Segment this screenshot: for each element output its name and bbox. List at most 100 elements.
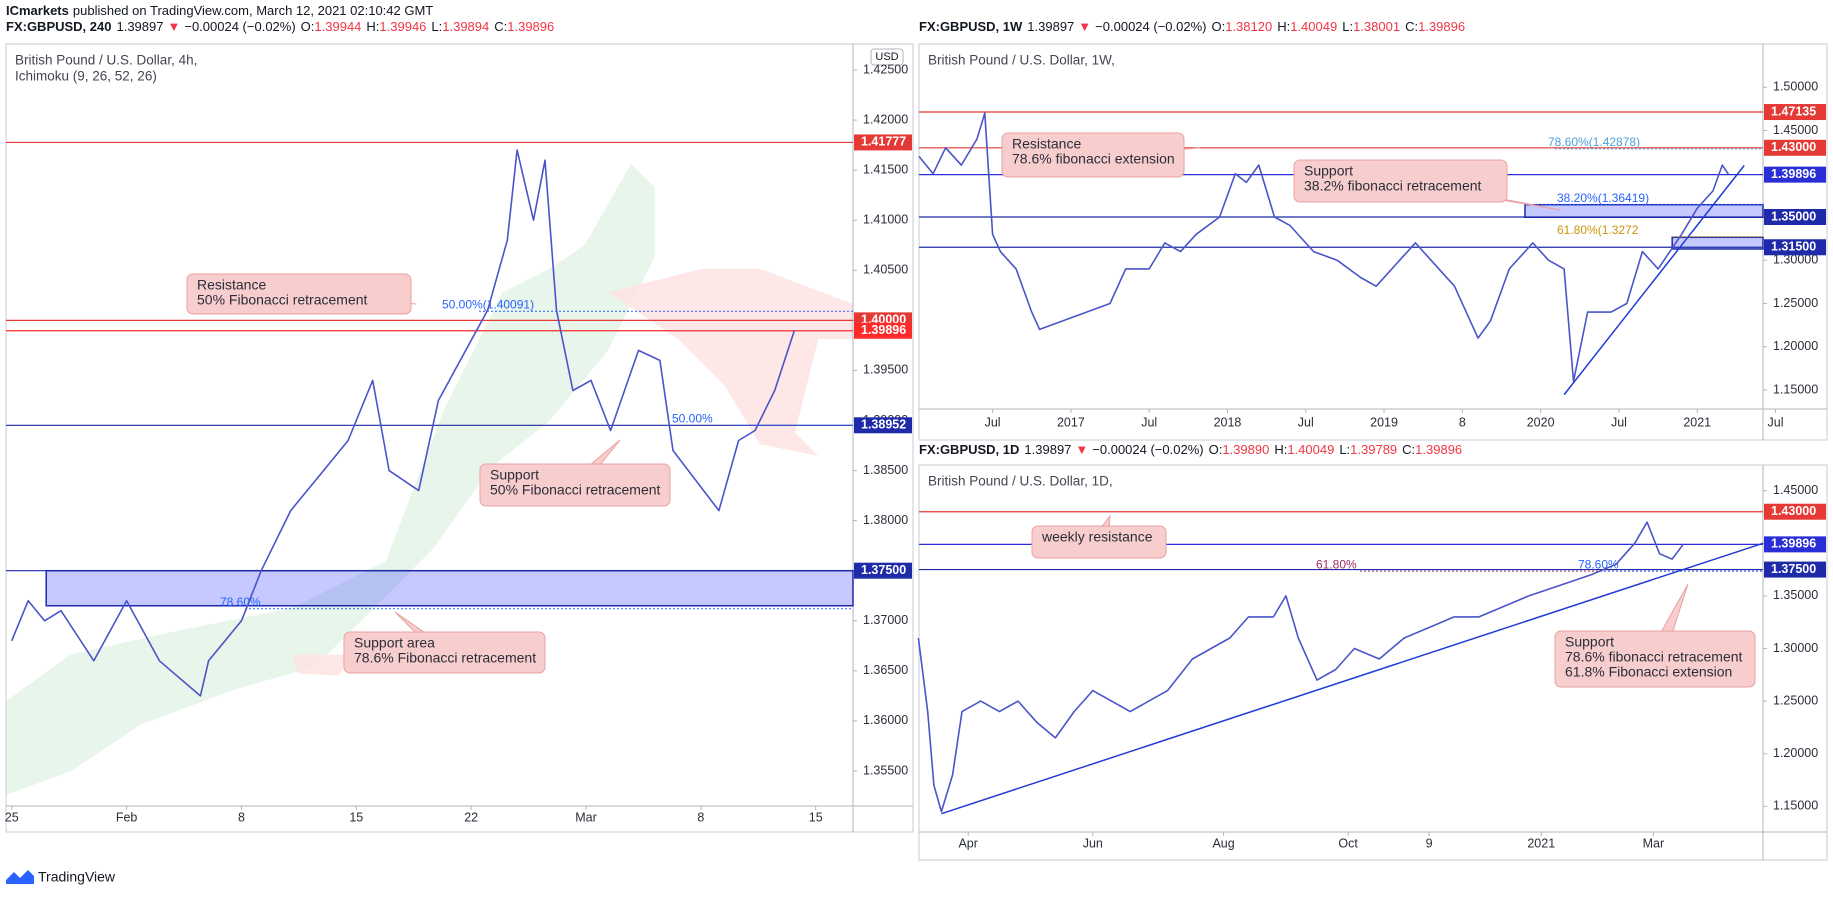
x-tick-label: 15 (809, 810, 823, 824)
last-price: 1.39897 (1027, 19, 1074, 34)
level-label: 1.43000 (1771, 140, 1816, 154)
annotation-text: Resistance (1012, 136, 1081, 152)
y-tick-label: 1.45000 (1773, 483, 1818, 497)
x-tick-label: 8 (238, 810, 245, 824)
x-tick-label: 8 (1459, 415, 1466, 429)
chart-title: British Pound / U.S. Dollar, 1W, (928, 53, 1115, 68)
level-label: 1.43000 (1771, 504, 1816, 518)
symbol-header: FX:GBPUSD, 240 1.39897 ▼ −0.00024 (−0.02%) O… (6, 19, 554, 34)
annotation-box (1554, 630, 1756, 688)
price-line (917, 521, 1684, 813)
currency-badge (870, 48, 904, 66)
level-badge (1764, 104, 1826, 121)
level-badge (1764, 139, 1826, 156)
publisher: ICmarkets (6, 3, 69, 18)
y-tick-label: 1.42500 (863, 62, 908, 76)
y-tick-label: 1.38000 (863, 513, 908, 527)
y-tick-label: 1.40500 (863, 263, 908, 277)
level-badge (1764, 166, 1826, 183)
annotation-box (343, 631, 546, 674)
ohlc-label: O: (1209, 442, 1223, 457)
annotation-box (186, 273, 412, 315)
level-badge (854, 322, 912, 339)
x-tick-label: Apr (958, 836, 977, 850)
annotation-text: Support area (354, 635, 435, 651)
direction: ▼ (1075, 442, 1088, 457)
y-tick-label: 1.35500 (863, 763, 908, 777)
annotation-box (1293, 159, 1508, 203)
y-tick-label: 1.25000 (1773, 693, 1818, 707)
level-label: 1.41777 (861, 135, 906, 149)
published: published on TradingView.com, March 12, … (73, 3, 433, 18)
x-tick-label: 2021 (1683, 415, 1711, 429)
x-tick-label: Jul (1141, 415, 1157, 429)
level-badge (1764, 239, 1826, 256)
y-tick-label: 1.41500 (863, 162, 908, 176)
y-tick-label: 1.36500 (863, 663, 908, 677)
ohlc-label: C: (494, 19, 507, 34)
ohlc-value: 1.39894 (442, 19, 489, 34)
y-tick-label: 1.37000 (863, 613, 908, 627)
annotation-text: 50% Fibonacci retracement (490, 482, 661, 498)
y-tick-label: 1.20000 (1773, 339, 1818, 353)
y-tick-label: 1.15000 (1773, 382, 1818, 396)
x-tick-label: Jul (1611, 415, 1627, 429)
annotation-text: 78.6% fibonacci retracement (1565, 649, 1743, 665)
fib-label: 50.00% (672, 411, 713, 425)
fib-label: 38.20%(1.36419) (1557, 191, 1649, 205)
annotation-text: Resistance (197, 277, 266, 293)
x-tick-label: 2017 (1057, 415, 1085, 429)
x-tick-label: 2018 (1214, 415, 1242, 429)
ohlc-label: L: (431, 19, 442, 34)
x-tick-label: Aug (1212, 836, 1234, 850)
brand: TradingView (38, 869, 116, 885)
annotation-text: Support (1565, 634, 1614, 650)
fib-label: 78.60% (1578, 557, 1619, 571)
annotation-box (1001, 132, 1185, 178)
y-tick-label: 1.45000 (1773, 123, 1818, 137)
level-badge (854, 134, 912, 151)
change: −0.00024 (−0.02%) (184, 19, 295, 34)
y-tick-label: 1.25000 (1773, 296, 1818, 310)
x-tick-label: 22 (464, 810, 478, 824)
fib-label: 78.60%(1.42878) (1548, 135, 1640, 149)
ohlc-value: 1.39896 (507, 19, 554, 34)
direction: ▼ (1078, 19, 1091, 34)
y-tick-label: 1.38500 (863, 463, 908, 477)
ohlc-value: 1.38120 (1225, 19, 1272, 34)
x-tick-label: 9 (1426, 836, 1433, 850)
level-label: 1.37500 (1771, 562, 1816, 576)
ohlc-label: O: (301, 19, 315, 34)
y-tick-label: 1.20000 (1773, 746, 1818, 760)
level-label: 1.38952 (861, 418, 906, 432)
annotation-text: 61.8% Fibonacci extension (1565, 664, 1732, 680)
direction: ▼ (167, 19, 180, 34)
x-tick-label: Jun (1083, 836, 1103, 850)
annotation-text: Support (490, 467, 539, 483)
panel-frame (918, 43, 1828, 441)
y-tick-label: 1.39500 (863, 363, 908, 377)
symbol: FX:GBPUSD, 1D (919, 442, 1019, 457)
fib-label: 78.60% (220, 595, 261, 609)
price-line (918, 112, 1730, 383)
y-tick-label: 1.30000 (1773, 253, 1818, 267)
price-line (10, 149, 796, 697)
chart-title: British Pound / U.S. Dollar, 1D, (928, 474, 1113, 489)
ohlc-value: 1.39789 (1350, 442, 1397, 457)
ohlc-value: 1.39890 (1222, 442, 1269, 457)
ohlc-label: L: (1339, 442, 1350, 457)
level-label: 1.39896 (1771, 537, 1816, 551)
level-badge (1764, 208, 1826, 225)
ohlc-value: 1.38001 (1353, 19, 1400, 34)
level-label: 1.35000 (1771, 209, 1816, 223)
annotation-text: Support (1304, 163, 1353, 179)
ohlc-label: H: (1274, 442, 1287, 457)
trendline (1563, 165, 1745, 396)
x-tick-label: Mar (1643, 836, 1665, 850)
x-tick-label: 2021 (1527, 836, 1555, 850)
x-tick-label: 2020 (1527, 415, 1555, 429)
y-tick-label: 1.42000 (863, 112, 908, 126)
y-tick-label: 1.35000 (1773, 588, 1818, 602)
annotation-text: weekly resistance (1041, 529, 1153, 545)
